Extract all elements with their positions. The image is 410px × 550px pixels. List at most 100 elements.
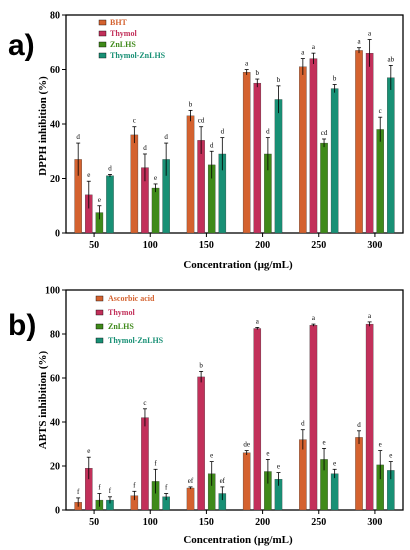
bar-thymol [253,82,262,234]
y-tick-label: 20 [50,462,60,473]
significance-letter: a [256,317,260,325]
significance-letter: e [98,196,101,204]
significance-letter: a [312,43,316,51]
legend-swatch-znlhs [95,323,104,330]
y-axis-title-b: ABTS inhibition (%) [37,350,49,449]
significance-letter: a [357,38,361,46]
significance-letter: e [87,447,90,455]
significance-letter: b [277,76,281,84]
significance-letter: d [301,420,305,428]
significance-letter: f [98,484,101,492]
legend-a: BHT Thymol ZnLHS Thymol-ZnLHS [98,18,166,60]
significance-letter: e [87,171,90,179]
bar-thymol-znlhs [106,175,114,234]
y-tick-label: 80 [50,330,60,341]
y-tick-label: 100 [45,286,60,297]
bar-thymol [141,417,149,511]
x-tick-label: 150 [199,517,214,528]
bar-bht [355,50,363,234]
bar-thymol [365,53,374,234]
y-axis-title-a: DPPH inhibition (%) [37,76,49,176]
legend-swatch-ascorbic-acid [95,295,104,302]
panel-b: b) ABTS inhibition (%) Concentration (µg… [8,286,404,546]
bar-znlhs [320,142,328,234]
legend-label-thymol-znlhs: Thymol-ZnLHS [110,51,166,60]
significance-letter: c [143,399,146,407]
significance-letter: e [389,452,392,460]
bar-thymol [197,376,205,511]
significance-letter: e [277,463,280,471]
bar-bht [299,66,307,234]
bar-ascorbic-acid [186,487,195,511]
significance-letter: b [189,100,193,108]
significance-letter: f [154,459,157,467]
bar-thymol-znlhs [274,99,283,234]
x-tick-label: 50 [89,517,99,528]
x-axis-title-a: Concentration (µg/mL) [183,259,293,271]
significance-letter: e [322,438,325,446]
legend-swatch-znlhs [98,41,107,48]
legend-label-thymol: Thymol [108,308,135,317]
legend-label-ascorbic-acid: Ascorbic acid [108,294,155,303]
plot-area-a: 02040608050deed100cded150bcddd200abdb250… [50,11,404,251]
significance-letter: a [245,60,249,68]
x-tick-label: 200 [255,240,270,251]
x-tick-label: 50 [89,240,99,251]
x-tick-label: 250 [311,517,326,528]
significance-letter: a [312,314,316,322]
legend-swatch-thymol-znlhs [98,52,107,59]
legend-label-thymol-znlhs: Thymol-ZnLHS [108,336,164,345]
legend-label-thymol: Thymol [110,29,137,38]
y-tick-label: 20 [50,174,60,185]
legend-swatch-thymol [98,30,107,37]
significance-letter: d [143,144,147,152]
significance-letter: f [109,487,112,495]
legend-swatch-thymol-znlhs [95,337,104,344]
panel-label-b: b) [8,309,36,342]
x-tick-label: 100 [143,517,158,528]
significance-letter: cd [321,129,328,137]
significance-letter: cd [198,117,205,125]
bar-thymol-znlhs [387,77,395,234]
x-tick-label: 250 [311,240,326,251]
bar-znlhs [151,187,160,234]
significance-letter: ef [188,477,194,485]
significance-letter: a [368,30,372,38]
significance-letter: d [210,141,214,149]
legend-b: Ascorbic acid Thymol ZnLHS Thymol-ZnLHS [95,294,164,345]
bar-thymol [309,325,318,511]
significance-letter: c [133,117,136,125]
legend-label-bht: BHT [110,18,128,27]
significance-letter: ab [388,55,395,63]
significance-letter: e [154,174,157,182]
bar-thymol-znlhs [330,88,339,234]
bar-thymol [253,328,262,511]
legend-swatch-thymol [95,309,104,316]
bar-znlhs [376,129,384,234]
significance-letter: d [164,133,168,141]
x-tick-label: 100 [143,240,158,251]
significance-letter: a [368,312,372,320]
significance-letter: b [333,74,337,82]
panel-a: a) DPPH inhibition (%) Concentration (µg… [8,11,404,271]
significance-letter: d [357,421,361,429]
significance-letter: f [165,484,168,492]
bar-thymol [197,140,205,234]
bar-bht [186,115,195,234]
legend-label-znlhs: ZnLHS [108,322,134,331]
significance-letter: b [256,69,260,77]
significance-letter: f [77,488,80,496]
significance-letter: e [210,452,213,460]
bar-bht [130,134,139,234]
panel-label-a: a) [8,29,35,62]
y-tick-label: 60 [50,65,60,76]
x-tick-label: 300 [367,517,382,528]
significance-letter: d [76,133,80,141]
x-tick-label: 300 [367,240,382,251]
x-tick-label: 200 [255,517,270,528]
bar-thymol [309,58,318,234]
legend-label-znlhs: ZnLHS [110,40,136,49]
y-tick-label: 0 [55,229,60,240]
y-tick-label: 60 [50,374,60,385]
